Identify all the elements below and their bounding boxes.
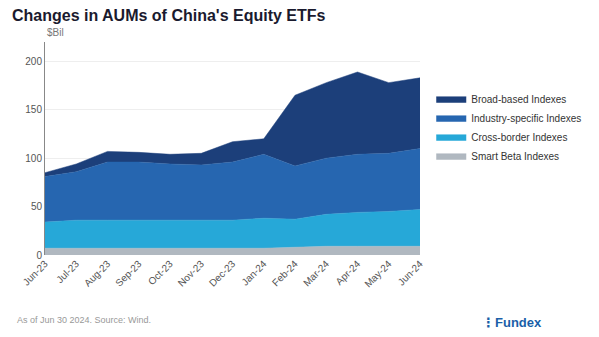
svg-text:50: 50 — [31, 201, 43, 212]
svg-text:Jan-24: Jan-24 — [239, 258, 269, 288]
svg-text:As of Jun 30 2024. Source: Win: As of Jun 30 2024. Source: Wind. — [17, 315, 151, 325]
svg-text:150: 150 — [25, 104, 42, 115]
svg-text:$Bil: $Bil — [47, 27, 64, 38]
svg-text:Industry-specific Indexes: Industry-specific Indexes — [471, 113, 581, 124]
svg-text:Jun-24: Jun-24 — [396, 258, 426, 288]
svg-text:100: 100 — [25, 153, 42, 164]
svg-text:Mar-24: Mar-24 — [301, 258, 331, 288]
svg-text:0: 0 — [36, 250, 42, 261]
svg-text:Broad-based Indexes: Broad-based Indexes — [471, 94, 566, 105]
svg-text:Apr-24: Apr-24 — [333, 258, 362, 287]
svg-text:Smart Beta Indexes: Smart Beta Indexes — [471, 151, 559, 162]
svg-text:Aug-23: Aug-23 — [82, 258, 113, 289]
svg-text:Feb-24: Feb-24 — [270, 258, 300, 288]
svg-text:Cross-border Indexes: Cross-border Indexes — [471, 132, 567, 143]
svg-text:200: 200 — [25, 56, 42, 67]
svg-text:Dec-23: Dec-23 — [207, 258, 238, 289]
svg-text:Oct-23: Oct-23 — [146, 258, 175, 287]
svg-text:Changes in AUMs of China's Equ: Changes in AUMs of China's Equity ETFs — [12, 7, 326, 24]
svg-text:May-24: May-24 — [362, 258, 394, 290]
svg-text:Jul-23: Jul-23 — [54, 258, 81, 285]
svg-text:Sep-23: Sep-23 — [113, 258, 144, 289]
svg-text:⋮Fundex: ⋮Fundex — [482, 315, 542, 330]
svg-text:Nov-23: Nov-23 — [176, 258, 207, 289]
svg-text:Jun-23: Jun-23 — [21, 258, 51, 288]
